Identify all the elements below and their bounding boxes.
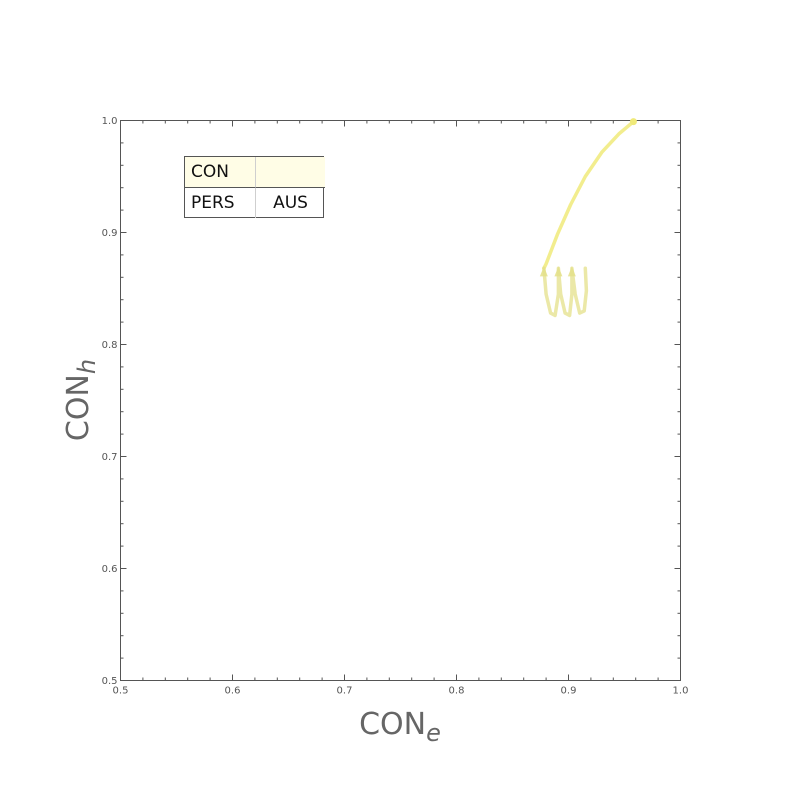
tick-labels: 0.5 0.6 0.7 0.8 0.9 1.0 0.5 0.6 0.7 0.8 0.9 1.0 — [102, 116, 689, 697]
trajectory-line-2 — [542, 266, 589, 318]
series-group — [539, 118, 637, 318]
legend-row1-value — [256, 157, 325, 188]
y-tick-label: 0.7 — [102, 452, 118, 463]
legend: CON PERS AUS — [184, 156, 325, 218]
y-tick-label: 0.9 — [102, 228, 118, 239]
arrowhead-3 — [567, 266, 576, 277]
y-axis-title-main: CON — [61, 374, 96, 441]
x-tick-label: 0.8 — [449, 686, 465, 697]
y-tick-label: 0.8 — [102, 340, 118, 351]
trajectory-line-1 — [542, 119, 636, 271]
arrowhead-1 — [539, 266, 548, 277]
legend-row2-label: PERS — [185, 188, 256, 218]
x-tick-label: 0.7 — [337, 686, 353, 697]
x-tick-label: 0.5 — [113, 686, 129, 697]
ticks — [120, 120, 681, 681]
x-axis-title-sub: e — [426, 719, 441, 747]
legend-row1-label: CON — [185, 157, 256, 188]
start-point — [629, 118, 637, 126]
x-tick-label: 1.0 — [673, 686, 689, 697]
x-axis-title: CONe — [359, 707, 441, 747]
plot-frame — [120, 120, 681, 681]
x-tick-label: 0.9 — [561, 686, 577, 697]
y-tick-label: 1.0 — [102, 116, 118, 127]
y-axis-title: CONh — [61, 359, 101, 441]
x-axis-title-main: CON — [359, 707, 426, 742]
legend-row2-value: AUS — [273, 193, 308, 213]
y-axis-title-sub: h — [73, 359, 101, 374]
y-tick-label: 0.5 — [102, 676, 118, 687]
y-tick-label: 0.6 — [102, 564, 118, 575]
arrowhead-2 — [554, 266, 563, 277]
x-tick-label: 0.6 — [225, 686, 241, 697]
